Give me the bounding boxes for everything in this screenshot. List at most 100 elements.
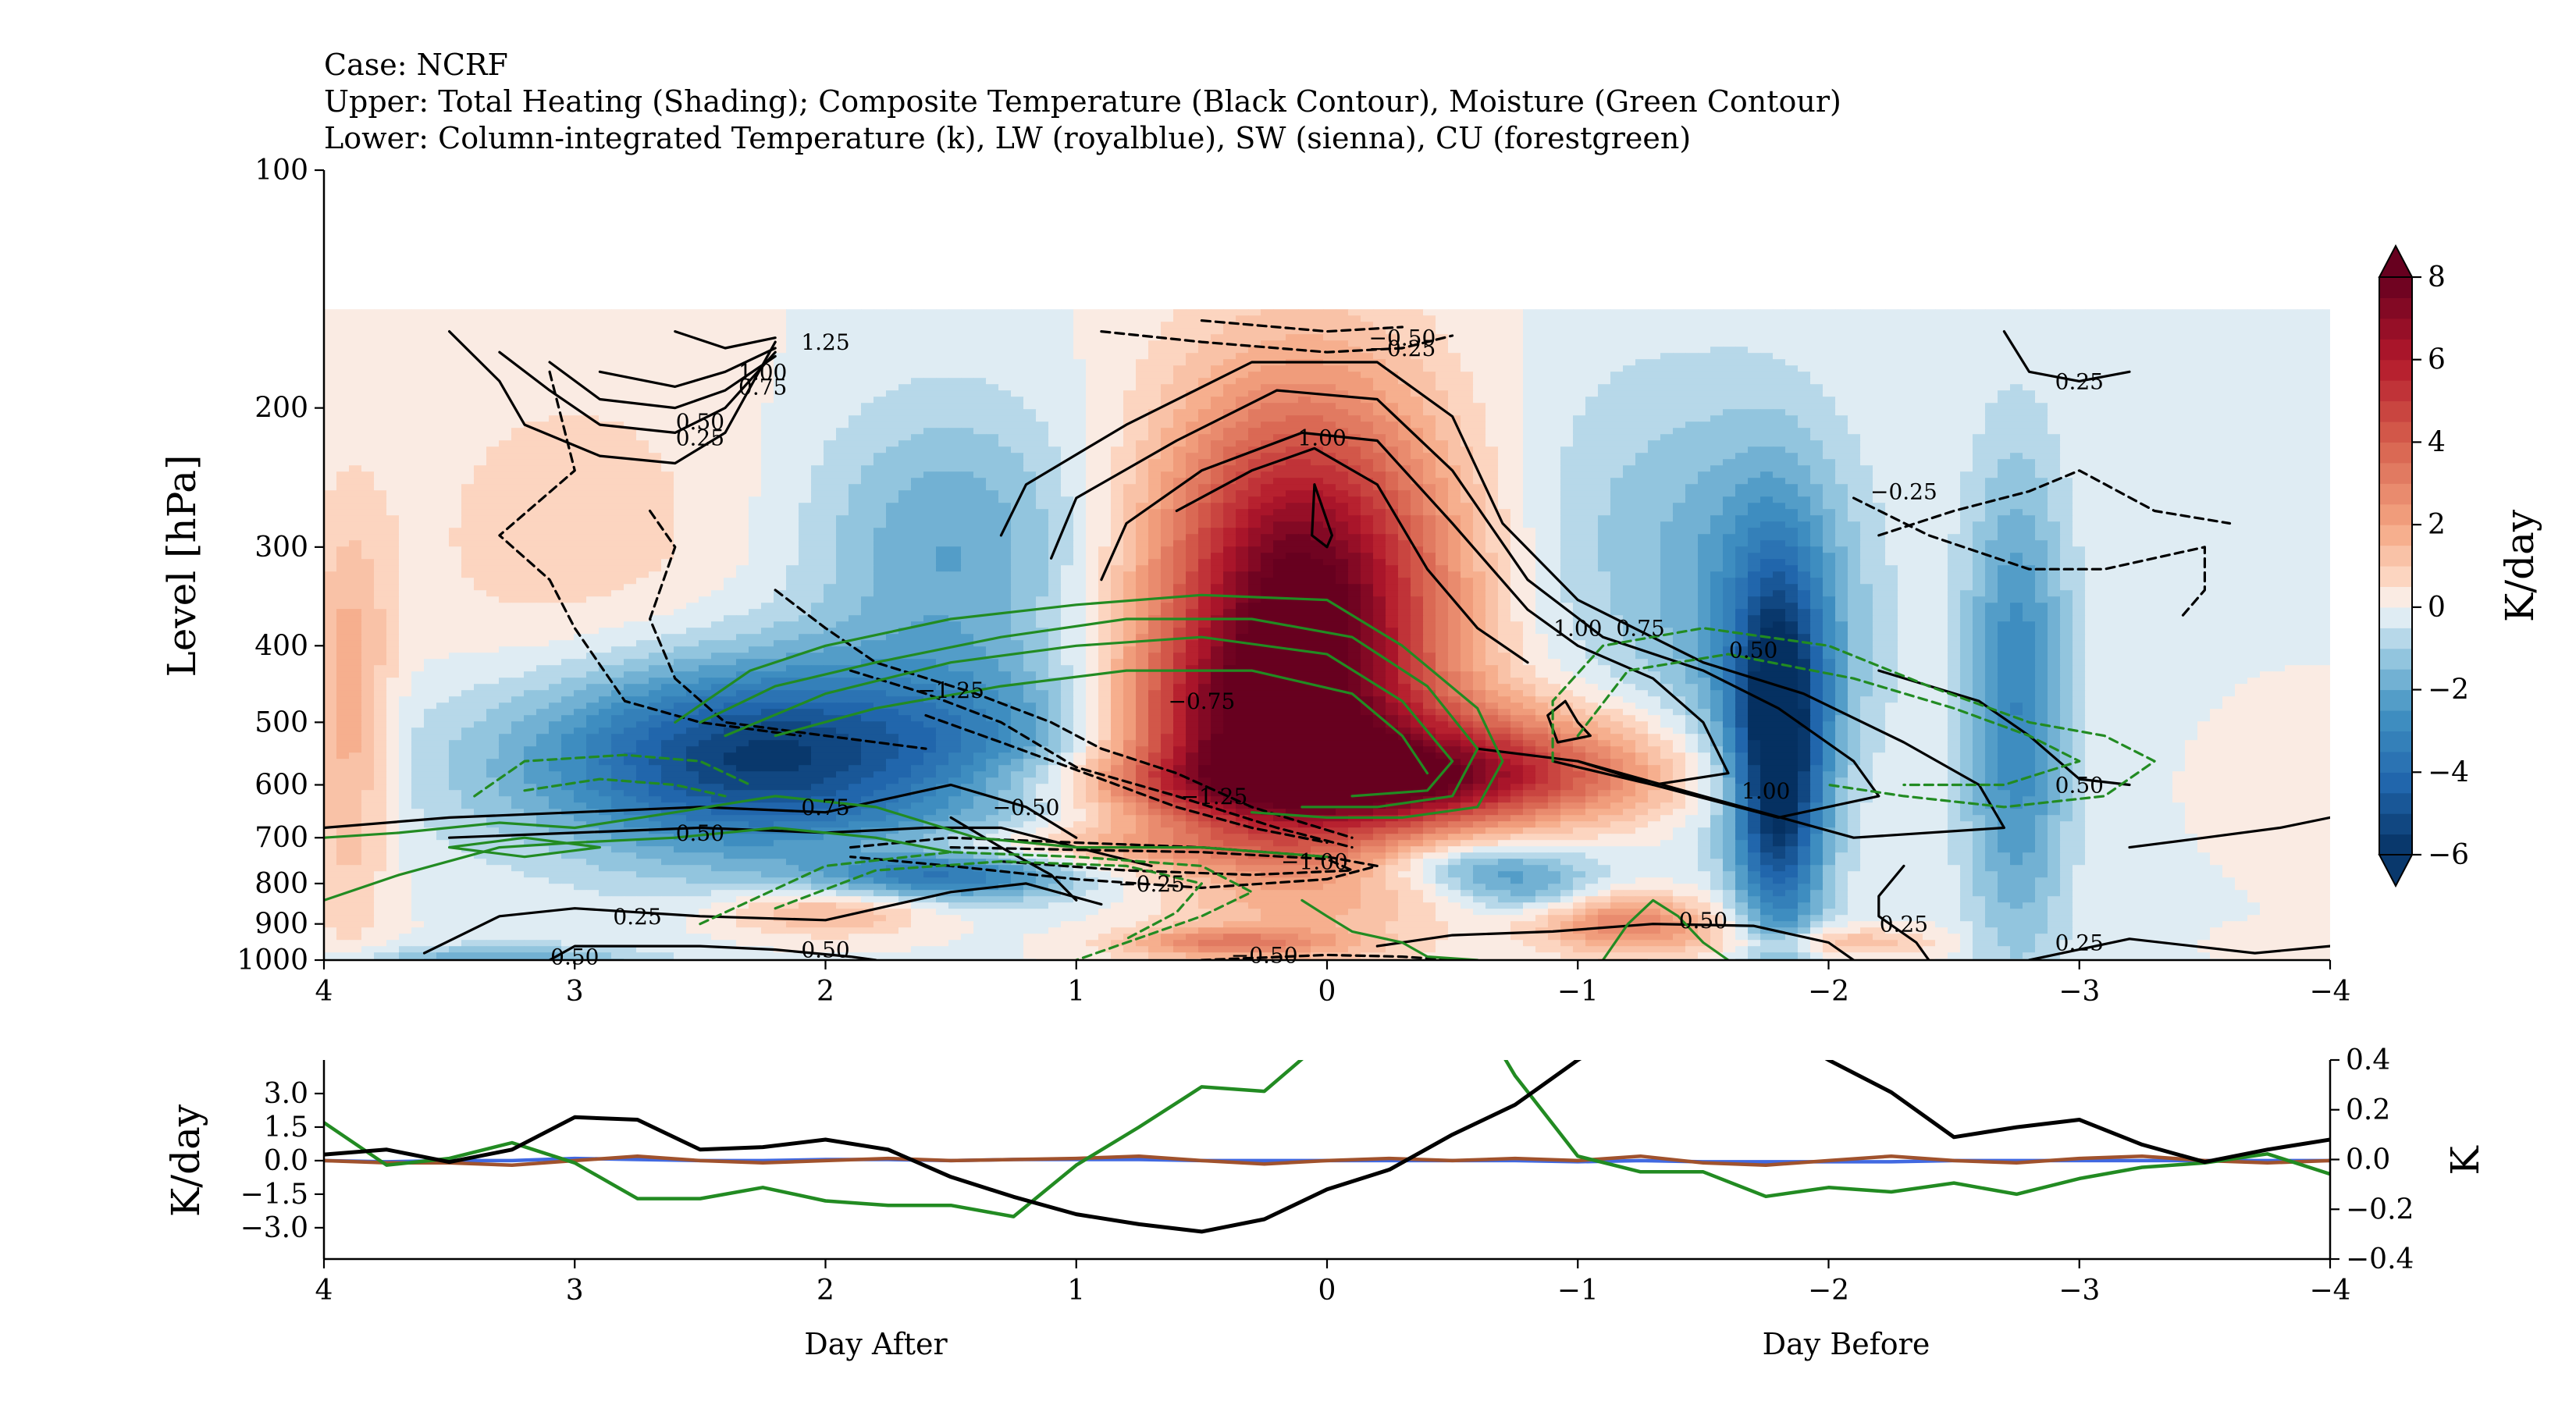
heating-cell (1698, 397, 1711, 404)
heating-cell (1985, 409, 1998, 416)
heating-cell (911, 403, 924, 410)
heating-cell (1286, 415, 1299, 422)
heating-cell (1660, 453, 1674, 460)
heating-cell (1485, 403, 1499, 410)
heating-cell (1461, 359, 1474, 366)
heating-cell (1885, 390, 1898, 397)
heating-cell (786, 459, 799, 466)
heating-cell (2235, 353, 2248, 360)
heating-cell (1735, 359, 1749, 366)
heating-cell (1998, 415, 2011, 422)
heating-cell (2147, 478, 2161, 485)
heating-cell (1798, 353, 1811, 360)
heating-cell (961, 334, 974, 341)
heating-cell (973, 322, 987, 329)
heating-cell (2185, 465, 2198, 472)
heating-cell (774, 428, 787, 435)
heating-cell (1036, 446, 1049, 454)
heating-cell (336, 397, 350, 404)
heating-cell (799, 334, 812, 341)
heating-cell (1236, 409, 1249, 416)
heating-cell (349, 315, 362, 322)
heating-cell (1885, 446, 1898, 454)
heating-cell (574, 446, 587, 454)
heating-cell (2272, 359, 2286, 366)
heating-cell (1673, 328, 1686, 335)
heating-cell (1386, 446, 1399, 454)
heating-cell (574, 496, 587, 503)
heating-cell (2185, 359, 2198, 366)
heating-cell (1398, 496, 1411, 503)
heating-cell (1535, 322, 1549, 329)
heating-cell (1723, 428, 1736, 435)
heating-cell (1123, 397, 1137, 404)
heating-cell (324, 347, 337, 354)
heating-cell (948, 484, 962, 491)
heating-cell (2110, 428, 2123, 435)
heating-cell (1298, 428, 1311, 435)
heating-cell (2235, 446, 2248, 454)
heating-cell (948, 428, 962, 435)
heating-cell (1123, 365, 1137, 372)
heating-cell (986, 471, 999, 478)
heating-cell (724, 459, 737, 466)
heating-cell (574, 334, 587, 341)
heating-cell (349, 309, 362, 316)
heating-cell (1173, 453, 1187, 460)
heating-cell (2048, 397, 2061, 404)
heating-cell (499, 409, 512, 416)
heating-cell (349, 434, 362, 441)
heating-cell (399, 322, 412, 329)
heating-cell (1648, 465, 1661, 472)
heating-cell (1098, 428, 1112, 435)
heating-cell (1186, 384, 1199, 391)
heating-cell (1823, 359, 1836, 366)
heating-cell (1860, 384, 1873, 391)
heating-cell (1011, 384, 1024, 391)
heating-cell (836, 415, 849, 422)
heating-cell (2247, 484, 2261, 491)
heating-cell (324, 334, 337, 341)
heating-cell (1960, 409, 1973, 416)
heating-cell (511, 428, 525, 435)
heating-cell (461, 459, 475, 466)
heating-cell (411, 353, 425, 360)
heating-cell (1198, 415, 1212, 422)
heating-cell (1161, 465, 1174, 472)
heating-cell (1223, 334, 1236, 341)
heating-cell (2260, 347, 2273, 354)
heating-cell (649, 471, 662, 478)
heating-cell (1573, 490, 1586, 497)
heating-cell (2023, 315, 2036, 322)
heating-cell (2247, 478, 2261, 485)
heating-cell (2260, 328, 2273, 335)
heating-cell (2310, 459, 2323, 466)
heating-cell (774, 384, 787, 391)
heating-cell (1785, 496, 1799, 503)
heating-cell (1211, 440, 1224, 447)
heating-cell (1735, 384, 1749, 391)
heating-cell (1885, 415, 1898, 422)
heating-cell (1111, 490, 1124, 497)
heating-cell (1848, 459, 1861, 466)
heating-cell (1485, 328, 1499, 335)
heating-cell (561, 322, 575, 329)
heating-cell (1398, 465, 1411, 472)
heating-cell (1061, 484, 1074, 491)
heating-cell (436, 397, 450, 404)
heating-cell (699, 322, 712, 329)
heating-cell (549, 340, 562, 347)
heating-cell (1111, 459, 1124, 466)
heating-cell (2147, 453, 2161, 460)
heating-cell (1236, 422, 1249, 429)
heating-cell (1311, 422, 1324, 429)
heating-cell (761, 340, 774, 347)
heating-cell (1760, 372, 1774, 379)
heating-cell (1261, 446, 1274, 454)
heating-cell (1498, 315, 1511, 322)
heating-cell (1186, 440, 1199, 447)
heating-cell (2310, 390, 2323, 397)
heating-cell (1610, 340, 1624, 347)
heating-cell (1386, 459, 1399, 466)
heating-cell (911, 390, 924, 397)
